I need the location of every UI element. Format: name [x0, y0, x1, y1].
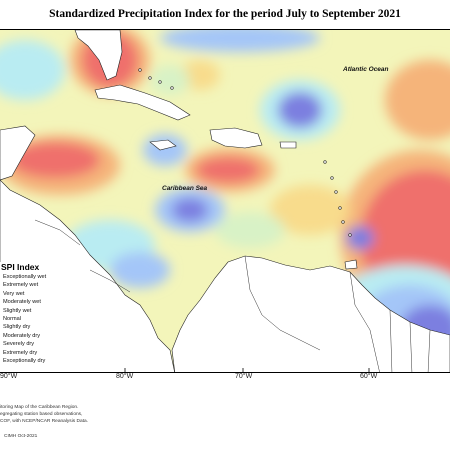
footer-line-2: egregating station based observations, — [0, 412, 83, 417]
legend-item: Moderately dry — [3, 332, 40, 339]
spi-map-canvas — [0, 30, 450, 372]
longitude-label-90w: 90°W — [0, 373, 18, 380]
legend-title: SPI Index — [1, 262, 40, 272]
caribbean-sea-label: Caribbean Sea — [162, 185, 208, 192]
legend-item: Very wet — [3, 290, 25, 297]
legend-item: Exceptionally wet — [3, 274, 47, 280]
legend-item: Moderately wet — [3, 299, 41, 306]
footer-credit: CIMH Oct-2021 — [4, 434, 38, 439]
legend-item: Slightly dry — [3, 324, 31, 331]
atlantic-ocean-label: Atlantic Ocean — [343, 66, 389, 73]
footer-line-1: itoring Map of the Caribbean Region. — [0, 405, 79, 410]
longitude-label-60w: 60°W — [360, 373, 378, 380]
legend-item: Severely dry — [3, 341, 35, 348]
legend-item: Exceptionally dry — [3, 358, 46, 365]
longitude-label-70w: 70°W — [235, 373, 253, 380]
legend-item: Normal — [3, 316, 22, 323]
legend-item: Extremely wet — [3, 282, 39, 289]
spi-map: Atlantic Ocean Caribbean Sea SPI Index E… — [0, 29, 450, 373]
footer-line-3: COF, with NCEP/NCAR Reanalysis Data. — [0, 419, 88, 424]
legend-item: Extremely dry — [3, 349, 38, 356]
spi-legend: SPI Index Exceptionally wet Extremely we… — [0, 262, 62, 372]
map-title: Standardized Precipitation Index for the… — [49, 8, 401, 20]
legend-item: Slightly wet — [3, 307, 32, 314]
country-borders — [34, 219, 431, 372]
longitude-label-80w: 80°W — [116, 373, 134, 380]
